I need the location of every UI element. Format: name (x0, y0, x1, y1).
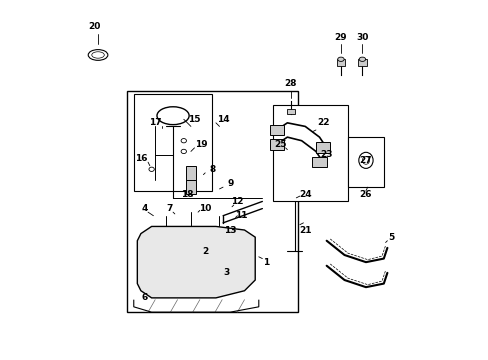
Bar (185, 180, 196, 194)
Text: 13: 13 (224, 225, 236, 234)
Text: 24: 24 (298, 190, 311, 199)
Bar (134, 94, 212, 191)
Text: 3: 3 (223, 268, 229, 277)
Text: 11: 11 (234, 211, 246, 220)
Text: 25: 25 (273, 140, 286, 149)
Text: 2: 2 (202, 247, 208, 256)
Text: 4: 4 (141, 204, 147, 213)
Text: 23: 23 (320, 150, 332, 159)
Text: 29: 29 (334, 33, 346, 42)
Bar (357, 59, 366, 66)
Text: 30: 30 (355, 33, 368, 42)
Bar (347, 137, 383, 187)
Bar (269, 139, 283, 150)
Bar (286, 109, 294, 114)
Polygon shape (137, 226, 255, 298)
Text: 6: 6 (141, 293, 147, 302)
Bar (336, 59, 345, 66)
Bar (269, 125, 283, 135)
Ellipse shape (337, 57, 344, 62)
Text: 8: 8 (209, 165, 215, 174)
Text: 1: 1 (262, 258, 268, 267)
Bar (272, 105, 347, 202)
Text: 27: 27 (359, 156, 371, 165)
Bar (312, 157, 326, 167)
Bar (126, 91, 298, 312)
Text: 10: 10 (199, 204, 211, 213)
Text: 17: 17 (148, 118, 161, 127)
Text: 21: 21 (298, 225, 311, 234)
Text: 22: 22 (316, 118, 328, 127)
Text: 15: 15 (188, 115, 201, 124)
Text: 5: 5 (387, 233, 393, 242)
Text: 9: 9 (226, 179, 233, 188)
Text: 19: 19 (195, 140, 207, 149)
Text: 16: 16 (134, 154, 147, 163)
Bar (185, 166, 196, 180)
Text: 26: 26 (359, 190, 371, 199)
Text: 20: 20 (88, 22, 101, 31)
Text: 18: 18 (181, 190, 193, 199)
Text: 28: 28 (284, 79, 297, 88)
Text: 12: 12 (231, 197, 243, 206)
Bar (315, 143, 329, 153)
Text: 14: 14 (216, 115, 229, 124)
Text: 7: 7 (166, 204, 172, 213)
Ellipse shape (358, 57, 365, 62)
